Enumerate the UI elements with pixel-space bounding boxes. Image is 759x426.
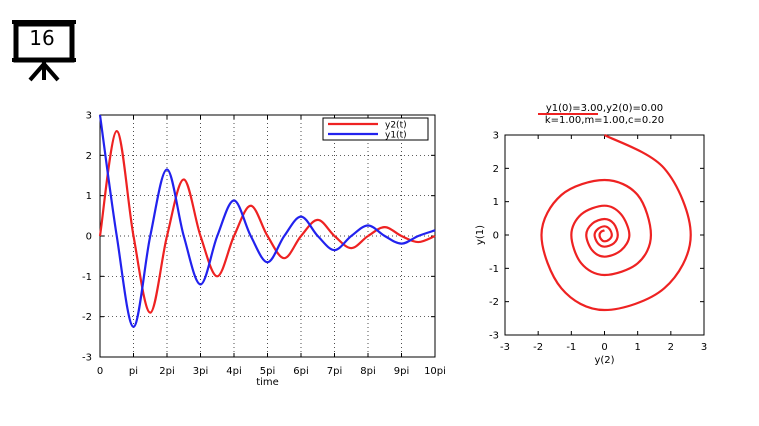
x-tick-label: 6pi (293, 366, 309, 377)
chart-subtitle: k=1.00,m=1.00,c=0.20 (545, 115, 664, 126)
y-tick-label: 1 (493, 197, 499, 208)
x-axis-label: time (256, 377, 279, 388)
series-line-y1t (98, 114, 436, 328)
x-axis-label: y(2) (594, 355, 614, 366)
x-tick-label: 3pi (193, 366, 209, 377)
x-tick-label: pi (129, 366, 138, 377)
phase-spiral-line (540, 134, 692, 312)
y-tick-label: -2 (489, 297, 499, 308)
x-tick-label: 3 (701, 342, 707, 353)
y-tick-label: -3 (489, 331, 499, 342)
y-axis-label: y(1) (475, 225, 486, 245)
legend-label: y1(t) (385, 131, 407, 141)
x-tick-label: 10pi (424, 366, 446, 377)
x-tick-label: -3 (500, 342, 510, 353)
legend-label: y2(t) (385, 121, 407, 131)
x-tick-label: 4pi (226, 366, 242, 377)
y-tick-label: 0 (86, 232, 92, 243)
y-tick-label: -1 (82, 272, 92, 283)
slide-number: 16 (29, 26, 55, 50)
chart-title: y1(0)=3.00,y2(0)=0.00 (546, 103, 663, 114)
x-tick-label: -1 (566, 342, 576, 353)
y-tick-label: 0 (493, 231, 499, 242)
x-tick-label: 5pi (260, 366, 276, 377)
x-tick-label: 9pi (394, 366, 410, 377)
x-tick-label: 2pi (159, 366, 175, 377)
x-tick-label: -2 (533, 342, 543, 353)
y-tick-label: 3 (493, 131, 499, 142)
x-tick-label: 2 (668, 342, 674, 353)
y-tick-label: 3 (86, 111, 92, 122)
y-tick-label: -1 (489, 264, 499, 275)
x-tick-label: 7pi (327, 366, 343, 377)
x-tick-label: 0 (97, 366, 103, 377)
y-tick-label: 2 (86, 151, 92, 162)
y-tick-label: -2 (82, 312, 92, 323)
y-tick-label: -3 (82, 353, 92, 364)
x-tick-label: 1 (634, 342, 640, 353)
y-tick-label: 1 (86, 191, 92, 202)
x-tick-label: 0 (601, 342, 607, 353)
presentation-board-icon (12, 20, 76, 82)
plot-frame (504, 134, 705, 336)
x-tick-label: 8pi (360, 366, 376, 377)
y-tick-label: 2 (493, 164, 499, 175)
